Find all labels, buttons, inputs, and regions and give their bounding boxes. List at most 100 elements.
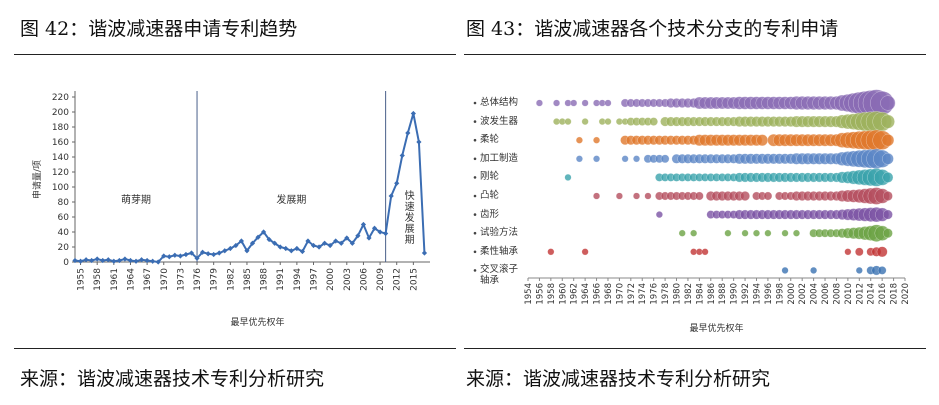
x-tick-label: 2010 (844, 283, 854, 305)
x-tick-label: 1974 (638, 283, 648, 305)
data-point (188, 250, 195, 256)
bubble (882, 191, 893, 201)
bubble (592, 192, 601, 200)
data-point (111, 258, 117, 264)
data-point (166, 254, 172, 260)
x-tick-label: 2014 (867, 283, 877, 305)
bubble (881, 152, 894, 165)
x-tick-label: 1997 (310, 268, 320, 291)
data-point (161, 253, 167, 259)
bubble (621, 155, 629, 163)
y-tick-label: 180 (52, 123, 69, 133)
row-label: 柔性轴承 (480, 245, 519, 257)
y-tick-label: 200 (52, 108, 69, 118)
row-bullet (473, 231, 477, 235)
bubble (724, 229, 732, 237)
x-tick-label: 1964 (126, 268, 136, 291)
bubble (752, 229, 761, 237)
data-point (344, 235, 350, 241)
bubble (792, 229, 801, 237)
data-point (410, 110, 416, 117)
x-tick-label: 2000 (787, 283, 797, 305)
x-tick-label: 2015 (409, 268, 419, 291)
data-point (199, 249, 206, 255)
y-tick-label: 140 (52, 153, 69, 163)
bubble (655, 211, 663, 219)
bubble (570, 99, 578, 107)
data-point (238, 238, 245, 244)
x-tick-label: 1976 (650, 283, 660, 305)
bubble (876, 246, 888, 258)
x-tick-label: 2000 (326, 268, 336, 291)
x-tick-label: 1994 (752, 283, 762, 305)
data-point (383, 230, 389, 237)
x-tick-label: 1986 (707, 283, 717, 305)
data-point (260, 229, 267, 235)
data-point (338, 240, 344, 246)
x-tick-label: 2006 (359, 268, 369, 291)
x-tick-label: 2012 (855, 283, 865, 305)
data-point (288, 248, 294, 254)
y-tick-label: 20 (58, 243, 70, 253)
y-tick-label: 160 (52, 138, 69, 148)
x-tick-label: 1967 (143, 268, 153, 291)
x-tick-label: 1954 (524, 283, 534, 305)
x-tick-label: 1990 (730, 283, 740, 305)
data-point (144, 257, 150, 264)
data-point (327, 242, 333, 249)
row-label: 凸轮 (480, 190, 500, 201)
row-label: 总体结构 (480, 97, 519, 108)
x-tick-label: 1996 (764, 283, 774, 305)
bubble (564, 173, 572, 181)
bubble (547, 248, 555, 256)
data-point (266, 236, 272, 243)
bubble (844, 248, 852, 256)
data-point (222, 248, 228, 254)
y-tick-label: 100 (52, 183, 69, 193)
x-tick-label: 1968 (604, 283, 614, 305)
data-point (283, 245, 289, 252)
bubble (632, 192, 641, 200)
row-label: 齿形 (480, 208, 500, 220)
bubble (564, 118, 572, 126)
phase-label: 发展期 (276, 193, 306, 206)
x-tick-label: 2018 (890, 283, 900, 305)
data-point (305, 238, 311, 244)
x-tick-label: 1958 (547, 283, 557, 305)
phase-label: 快速发展期 (402, 190, 414, 245)
bubble (660, 154, 670, 164)
bubble (604, 118, 612, 126)
data-point (83, 257, 89, 263)
x-tick-label: 2008 (832, 283, 842, 305)
x-tick-label: 1958 (93, 268, 103, 291)
x-tick-label: 1961 (110, 268, 120, 291)
x-tick-label: 1998 (775, 283, 785, 305)
data-point (183, 251, 189, 258)
data-point (105, 257, 111, 263)
x-tick-label: 1991 (276, 268, 286, 291)
figure-title: 图 43：谐波减速器各个技术分支的专利申请 (466, 18, 839, 40)
bubble (649, 117, 659, 126)
data-point (205, 251, 211, 257)
bubble (581, 248, 589, 256)
y-tick-label: 220 (52, 93, 69, 103)
rule (14, 348, 456, 349)
bubble (855, 266, 863, 274)
y-axis-title: 申请量/项 (31, 160, 43, 199)
x-tick-label: 1964 (581, 283, 591, 305)
data-point (94, 256, 100, 262)
data-line (74, 113, 426, 264)
y-tick-label: 0 (63, 258, 69, 268)
data-point (227, 245, 233, 252)
x-tick-label: 2009 (376, 268, 386, 291)
row-bullet (473, 101, 477, 105)
x-tick-label: 1970 (160, 268, 170, 291)
data-point (77, 258, 84, 264)
data-point (277, 244, 283, 250)
bubble (882, 171, 894, 183)
data-point (177, 253, 183, 259)
bubble (615, 192, 623, 200)
data-point (405, 130, 411, 136)
